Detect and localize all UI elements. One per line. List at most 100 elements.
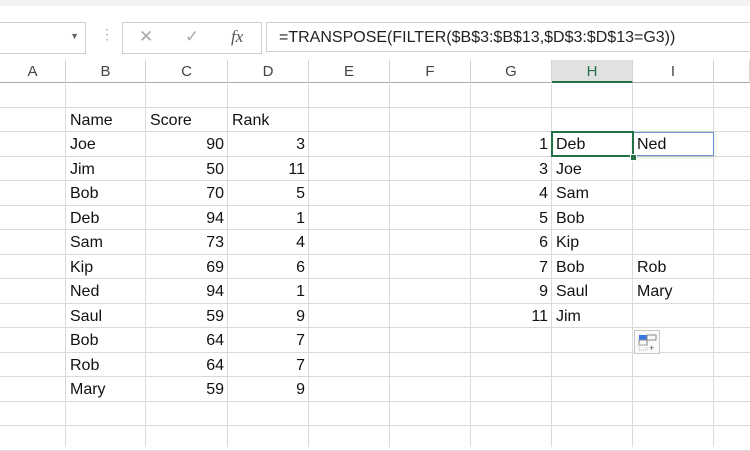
chevron-down-icon[interactable]: ▼: [70, 31, 79, 41]
column-header-g[interactable]: G: [471, 60, 552, 83]
rank-cell[interactable]: 4: [296, 234, 305, 251]
cancel-icon[interactable]: ✕: [139, 27, 154, 46]
rank-key-cell[interactable]: 11: [531, 308, 548, 325]
score-cell[interactable]: 59: [206, 308, 224, 325]
score-cell[interactable]: 64: [206, 357, 224, 374]
rank-cell[interactable]: 7: [296, 332, 305, 349]
name-cell[interactable]: Jim: [70, 161, 95, 178]
spill-range-border: [633, 132, 714, 156]
column-header-c[interactable]: C: [146, 60, 228, 83]
column-header-f[interactable]: F: [390, 60, 471, 83]
rank-cell[interactable]: 11: [288, 161, 305, 178]
more-icon: ⋮: [100, 26, 114, 42]
name-cell[interactable]: Sam: [70, 234, 103, 251]
fx-icon[interactable]: fx: [231, 27, 244, 46]
gridline-horizontal: [0, 327, 750, 328]
rank-key-cell[interactable]: 6: [539, 234, 548, 251]
formula-buttons: ✕ ✓ fx: [122, 22, 262, 54]
column-header-h[interactable]: H: [552, 60, 633, 83]
gridline-horizontal: [0, 401, 750, 402]
gridline-horizontal: [0, 303, 750, 304]
result-cell[interactable]: Sam: [556, 185, 589, 202]
score-cell[interactable]: 90: [206, 136, 224, 153]
score-cell[interactable]: 94: [206, 210, 224, 227]
score-cell[interactable]: 69: [206, 259, 224, 276]
gridline-vertical: [145, 84, 146, 447]
result-cell[interactable]: Bob: [556, 259, 585, 276]
column-header-a[interactable]: A: [0, 60, 66, 83]
result-cell[interactable]: Joe: [556, 161, 582, 178]
rank-cell[interactable]: 9: [296, 308, 305, 325]
rank-key-cell[interactable]: 3: [539, 161, 548, 178]
rank-cell[interactable]: 9: [296, 381, 305, 398]
rank-key-cell[interactable]: 9: [539, 283, 548, 300]
gridline-vertical: [308, 84, 309, 447]
header-cell[interactable]: Name: [70, 112, 113, 129]
rank-key-cell[interactable]: 1: [539, 136, 548, 153]
gridline-horizontal: [0, 254, 750, 255]
active-cell-border: [551, 131, 634, 157]
column-header-next[interactable]: [714, 60, 750, 83]
gridline-vertical: [470, 84, 471, 447]
name-cell[interactable]: Saul: [70, 308, 103, 325]
header-cell[interactable]: Score: [150, 112, 192, 129]
name-cell[interactable]: Ned: [70, 283, 100, 300]
result-cell[interactable]: Kip: [556, 234, 580, 251]
name-cell[interactable]: Deb: [70, 210, 100, 227]
rank-cell[interactable]: 5: [296, 185, 305, 202]
rank-key-cell[interactable]: 7: [539, 259, 548, 276]
result-cell[interactable]: Mary: [637, 283, 673, 300]
score-cell[interactable]: 59: [206, 381, 224, 398]
name-cell[interactable]: Bob: [70, 185, 99, 202]
score-cell[interactable]: 50: [206, 161, 224, 178]
enter-icon[interactable]: ✓: [185, 27, 200, 46]
score-cell[interactable]: 70: [206, 185, 224, 202]
result-cell[interactable]: Bob: [556, 210, 585, 227]
paste-options-icon: +: [638, 334, 657, 353]
gridline-horizontal: [0, 156, 750, 157]
score-cell[interactable]: 73: [206, 234, 224, 251]
rank-key-cell[interactable]: 5: [539, 210, 548, 227]
name-cell[interactable]: Rob: [70, 357, 100, 374]
gridline-horizontal: [0, 131, 750, 132]
formula-input[interactable]: =TRANSPOSE(FILTER($B$3:$B$13,$D$3:$D$13=…: [266, 22, 750, 52]
name-cell[interactable]: Joe: [70, 136, 96, 153]
name-cell[interactable]: Kip: [70, 259, 94, 276]
gridline-horizontal: [0, 205, 750, 206]
result-cell[interactable]: Ned: [637, 136, 667, 153]
header-cell[interactable]: Rank: [232, 112, 270, 129]
rank-cell[interactable]: 1: [296, 283, 305, 300]
column-header-d[interactable]: D: [228, 60, 309, 83]
svg-text:+: +: [649, 343, 654, 353]
gridline-vertical: [551, 84, 552, 447]
name-cell[interactable]: Mary: [70, 381, 106, 398]
gridline-horizontal: [0, 352, 750, 353]
gridline-horizontal: [0, 180, 750, 181]
paste-options-button[interactable]: +: [634, 330, 660, 354]
gridline-vertical: [713, 84, 714, 447]
gridline-vertical: [65, 84, 66, 447]
score-cell[interactable]: 94: [206, 283, 224, 300]
rank-cell[interactable]: 6: [296, 259, 305, 276]
result-cell[interactable]: Jim: [556, 308, 581, 325]
result-cell[interactable]: Rob: [637, 259, 667, 276]
column-header-e[interactable]: E: [309, 60, 390, 83]
gridline-horizontal: [0, 425, 750, 426]
name-cell[interactable]: Bob: [70, 332, 99, 349]
fill-handle[interactable]: [630, 154, 637, 161]
gridline-horizontal: [0, 278, 750, 279]
gridline-vertical: [389, 84, 390, 447]
rank-key-cell[interactable]: 4: [539, 185, 548, 202]
gridline-vertical: [227, 84, 228, 447]
rank-cell[interactable]: 1: [296, 210, 305, 227]
column-header-b[interactable]: B: [66, 60, 146, 83]
gridline-vertical: [632, 84, 633, 447]
rank-cell[interactable]: 3: [296, 136, 305, 153]
name-box[interactable]: ▼: [0, 22, 86, 54]
column-header-i[interactable]: I: [633, 60, 714, 83]
result-cell[interactable]: Saul: [556, 283, 589, 300]
result-cell[interactable]: Deb: [556, 136, 586, 153]
gridline-horizontal: [0, 229, 750, 230]
rank-cell[interactable]: 7: [296, 357, 305, 374]
score-cell[interactable]: 64: [206, 332, 224, 349]
